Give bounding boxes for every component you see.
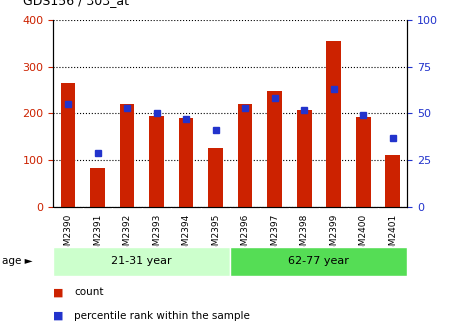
Text: GDS156 / 303_at: GDS156 / 303_at	[24, 0, 129, 7]
Text: GSM2401: GSM2401	[388, 214, 397, 257]
Text: GSM2395: GSM2395	[211, 214, 220, 257]
Bar	[356, 117, 370, 207]
Text: GSM2390: GSM2390	[63, 214, 73, 257]
Bar	[149, 116, 164, 207]
Text: ■: ■	[53, 287, 64, 297]
Bar	[326, 41, 341, 207]
Text: count: count	[74, 287, 104, 297]
Bar	[61, 83, 75, 207]
Bar	[179, 118, 194, 207]
Text: GSM2391: GSM2391	[93, 214, 102, 257]
Text: age ►: age ►	[2, 256, 33, 265]
Text: 62-77 year: 62-77 year	[288, 256, 349, 266]
Bar	[385, 155, 400, 207]
Text: 21-31 year: 21-31 year	[112, 256, 172, 266]
Text: GSM2399: GSM2399	[329, 214, 338, 257]
Text: percentile rank within the sample: percentile rank within the sample	[74, 311, 250, 321]
Bar	[90, 168, 105, 207]
Text: GSM2394: GSM2394	[181, 214, 191, 257]
Text: ■: ■	[53, 311, 64, 321]
Text: GSM2398: GSM2398	[300, 214, 309, 257]
Text: GSM2400: GSM2400	[359, 214, 368, 257]
Text: GSM2396: GSM2396	[241, 214, 250, 257]
Bar	[267, 91, 282, 207]
Bar	[297, 110, 312, 207]
Text: GSM2393: GSM2393	[152, 214, 161, 257]
Text: GSM2392: GSM2392	[123, 214, 131, 257]
Bar	[208, 149, 223, 207]
Bar	[238, 104, 252, 207]
Bar	[231, 247, 407, 276]
Bar	[53, 247, 231, 276]
Bar	[119, 104, 134, 207]
Text: GSM2397: GSM2397	[270, 214, 279, 257]
